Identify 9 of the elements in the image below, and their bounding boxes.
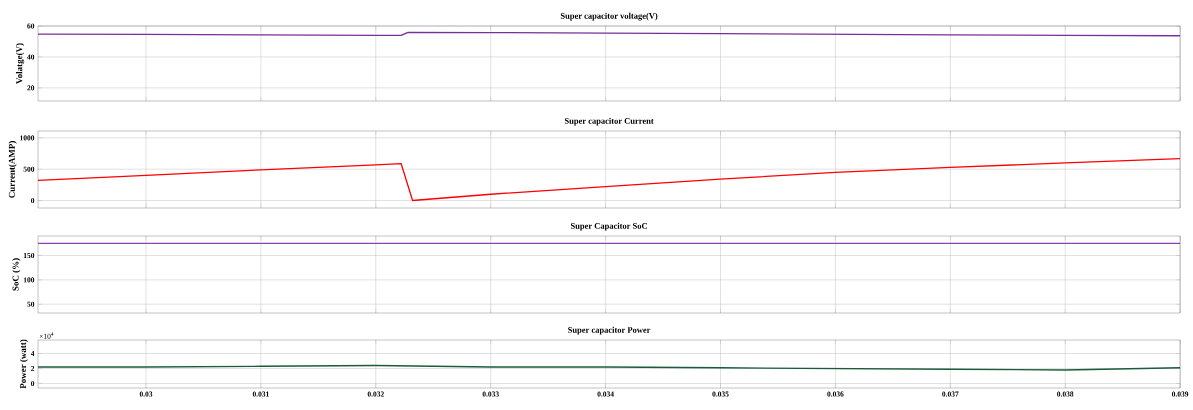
y-axis-title: Volatge(V) [15,43,25,84]
y-axis-title: SoC (%) [12,258,21,291]
chart-title: Super capacitor voltage(V) [560,12,658,21]
y-axis-title: Current(AMP) [8,141,17,198]
chart-title: Super capacitor Power [568,326,651,335]
chart-title: Super Capacitor SoC [570,222,647,231]
y-axis-title: Power (watt) [19,339,28,389]
chart-title: Super capacitor Current [564,117,654,126]
line-series [38,157,1181,202]
